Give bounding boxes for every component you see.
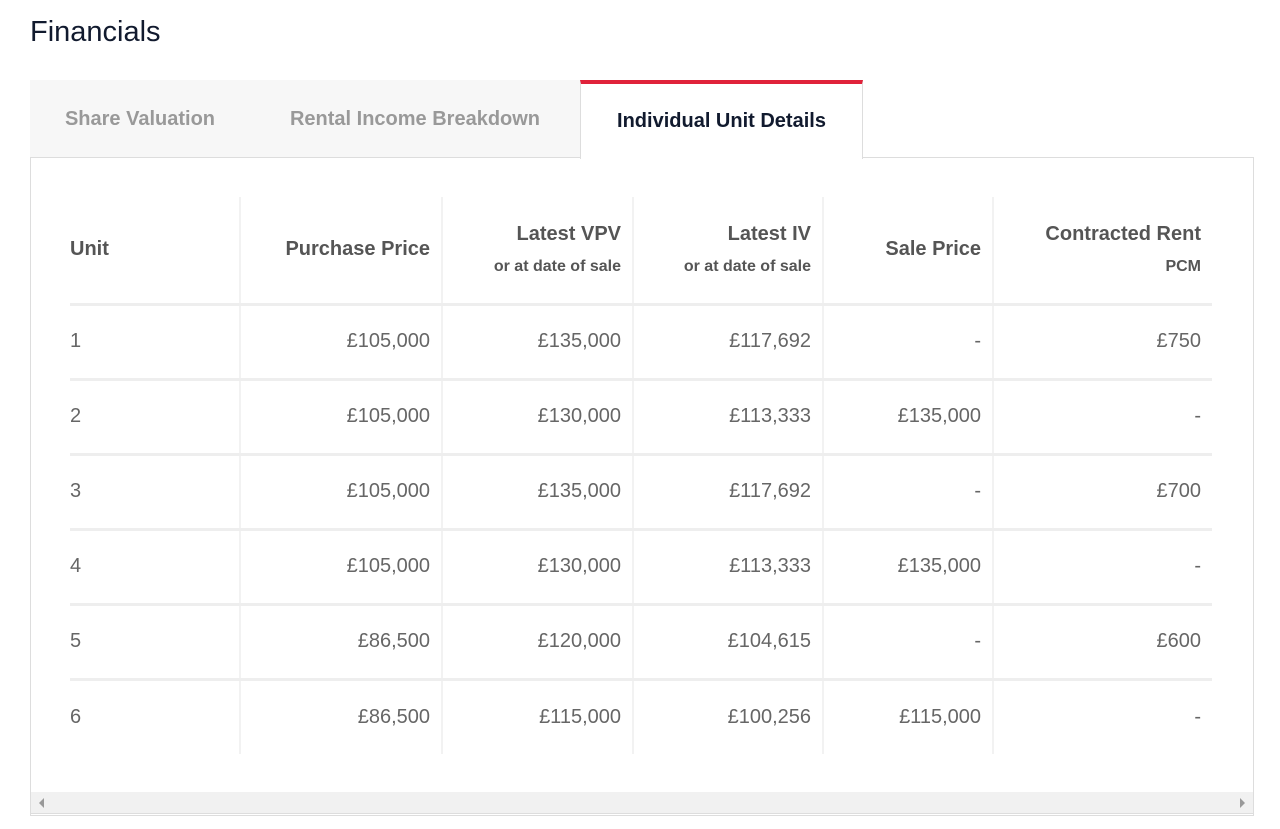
table-cell: £86,500 [239,604,442,681]
table-row: 1 £105,000 £135,000 £117,692- £750 [70,304,1212,381]
table-cell: £105,000 [239,529,442,606]
table-cell: £105,000 [239,454,442,531]
table-cell: £120,000 [441,604,633,681]
column-header-label: Unit [70,238,109,261]
tab-bar: Share Valuation Rental Income Breakdown … [30,80,863,159]
column-header: Contracted Rent PCM [992,197,1212,306]
column-header: Purchase Price [239,197,442,306]
table-cell: £100,256 [632,679,823,754]
column-header-label: Latest IV [727,223,811,246]
column-header-sublabel: or at date of sale [493,258,621,276]
page-title: Financials [30,16,161,48]
table-cell: - [822,604,993,681]
table-cell: 6 [70,705,82,728]
tab-panel: Unit Purchase Price Latest VPV or at date o… [30,157,1254,816]
table-cell: 5 [70,604,240,681]
column-header: Latest IV or at date of sale [632,197,823,306]
table-cell: £105,000 [239,379,442,456]
table-cell: £105,000 [239,304,442,381]
table-cell: £130,000 [441,379,633,456]
table-cell: 2 [70,379,240,456]
tab-rental-income-breakdown[interactable]: Rental Income Breakdown [250,80,580,158]
table-cell: £750 [992,304,1212,381]
table-cell: - [822,304,993,381]
horizontal-scrollbar[interactable] [31,792,1253,814]
table-cell: £130,000 [441,529,633,606]
scroll-left-arrow-icon[interactable] [39,798,44,808]
table-cell: - [822,454,993,531]
table-cell: £135,000 [822,529,993,606]
table-row: 4 £105,000 £130,000 £113,333 £135,000- [70,529,1212,606]
table-cell: £117,692 [632,454,823,531]
table-cell: £115,000 [822,679,993,754]
table-cell: £113,333 [632,529,823,606]
table-cell: £700 [992,454,1212,531]
table-cell: £135,000 [441,304,633,381]
column-header: Unit [70,197,240,306]
column-header-label: Contracted Rent [1045,223,1201,246]
column-header-sublabel: PCM [1165,258,1201,276]
table-cell: £115,000 [441,679,633,754]
table-cell: £117,692 [632,304,823,381]
table-cell: 4 [70,529,240,606]
table-cell: £600 [992,604,1212,681]
tab-individual-unit-details[interactable]: Individual Unit Details [580,80,863,159]
tab-share-valuation[interactable]: Share Valuation [30,80,250,158]
table-cell: - [992,679,1212,754]
table-row: 2 £105,000 £130,000 £113,333 £135,000- [70,379,1212,456]
column-header-sublabel: or at date of sale [683,258,811,276]
table-cell: - [992,379,1212,456]
column-header: Sale Price [822,197,993,306]
table-cell: £135,000 [822,379,993,456]
column-header: Latest VPV or at date of sale [441,197,633,306]
table-cell: £86,500 [239,679,442,754]
table-row: 6 £86,500 £115,000 £100,256 £115,000- [70,679,1212,754]
table-cell: £113,333 [632,379,823,456]
table-cell: £104,615 [632,604,823,681]
table-row: 5 £86,500 £120,000 £104,615- £600 [70,604,1212,681]
scroll-right-arrow-icon[interactable] [1240,798,1245,808]
table-cell: - [992,529,1212,606]
column-header-label: Sale Price [885,238,981,261]
table-cell: 3 [70,454,240,531]
table-row: 3 £105,000 £135,000 £117,692- £700 [70,454,1212,531]
table-cell: £135,000 [441,454,633,531]
table-cell: 1 [70,304,240,381]
column-header-label: Latest VPV [516,223,621,246]
column-header-label: Purchase Price [285,238,430,261]
unit-details-table: Unit Purchase Price Latest VPV or at date o… [70,197,1212,754]
